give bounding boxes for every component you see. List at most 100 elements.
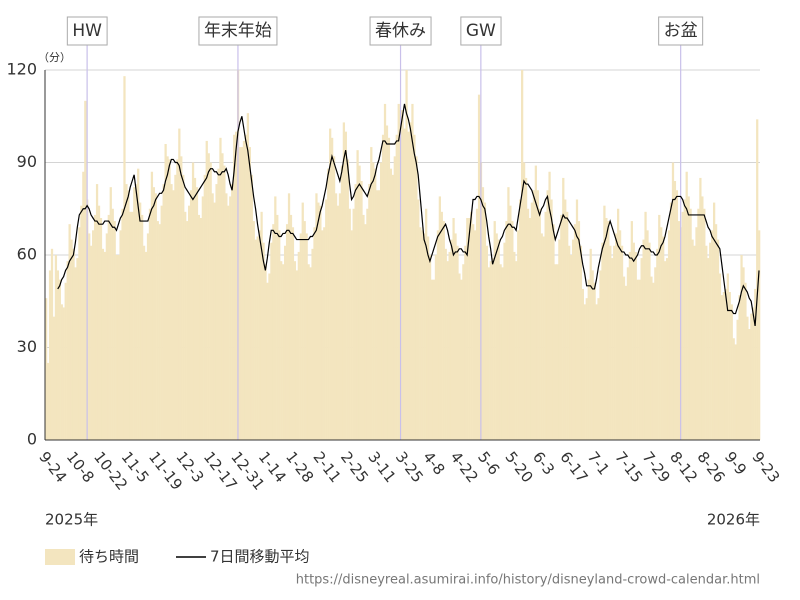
x-tick-label: 7-15 bbox=[611, 448, 646, 486]
bar bbox=[137, 168, 140, 440]
bar bbox=[650, 276, 653, 440]
legend-swatch bbox=[45, 549, 75, 565]
bar bbox=[750, 313, 753, 440]
bar bbox=[423, 233, 426, 440]
bar bbox=[121, 208, 124, 440]
annotation-box bbox=[369, 16, 432, 46]
bar bbox=[354, 184, 357, 440]
bar bbox=[197, 214, 201, 440]
bar bbox=[454, 233, 457, 440]
source-url: https://disneyreal.asumirai.info/history… bbox=[296, 573, 760, 588]
bar bbox=[309, 267, 312, 440]
bar bbox=[150, 171, 154, 440]
bar bbox=[225, 193, 228, 440]
bar bbox=[667, 230, 671, 440]
annotation-box bbox=[66, 16, 108, 46]
bar bbox=[511, 221, 514, 440]
bar bbox=[319, 205, 322, 440]
bar bbox=[170, 184, 173, 440]
bar bbox=[595, 304, 598, 440]
bar bbox=[577, 221, 581, 440]
bar bbox=[54, 255, 58, 440]
bar bbox=[475, 208, 479, 440]
bar bbox=[714, 224, 718, 440]
bar bbox=[756, 119, 759, 440]
bar bbox=[532, 190, 536, 440]
bar bbox=[140, 214, 144, 440]
bar bbox=[233, 134, 236, 440]
bar bbox=[246, 113, 250, 441]
bar bbox=[407, 131, 410, 440]
bar bbox=[491, 258, 494, 440]
bar bbox=[64, 282, 67, 440]
bar bbox=[131, 211, 134, 440]
bar bbox=[146, 233, 150, 440]
bar bbox=[728, 292, 731, 440]
bar bbox=[712, 202, 716, 440]
bar bbox=[303, 221, 306, 440]
bar bbox=[127, 190, 130, 440]
bar bbox=[538, 208, 541, 440]
bar bbox=[472, 224, 475, 440]
bar bbox=[266, 282, 269, 440]
bar bbox=[421, 230, 424, 440]
bar bbox=[207, 153, 210, 440]
bar bbox=[613, 245, 616, 440]
bar bbox=[268, 273, 271, 440]
bar bbox=[389, 168, 393, 440]
bar bbox=[489, 261, 492, 440]
bar bbox=[664, 261, 667, 440]
bar bbox=[671, 162, 675, 440]
bar bbox=[585, 298, 588, 440]
bar bbox=[397, 103, 400, 441]
bar bbox=[521, 70, 524, 440]
bar bbox=[620, 245, 624, 440]
bar bbox=[530, 202, 534, 440]
bar bbox=[568, 245, 571, 440]
bar bbox=[62, 307, 65, 440]
bar bbox=[362, 214, 365, 440]
bar bbox=[195, 187, 199, 440]
bar bbox=[115, 255, 118, 440]
bar bbox=[295, 270, 298, 440]
bar bbox=[754, 288, 757, 440]
bar bbox=[501, 267, 504, 440]
bar bbox=[366, 208, 369, 440]
x-tick-label: 3-25 bbox=[392, 448, 427, 486]
bar bbox=[154, 193, 157, 440]
bar bbox=[734, 344, 737, 440]
bar bbox=[327, 168, 330, 440]
bar bbox=[370, 147, 373, 441]
bar bbox=[393, 156, 396, 441]
bar bbox=[356, 150, 359, 440]
bar bbox=[507, 187, 510, 440]
bar bbox=[581, 288, 584, 440]
bar bbox=[48, 270, 52, 440]
bar bbox=[483, 202, 487, 440]
bar bbox=[123, 76, 126, 441]
bar bbox=[254, 239, 257, 440]
bar bbox=[338, 193, 342, 440]
bar bbox=[301, 202, 304, 440]
bar bbox=[571, 239, 575, 440]
bar bbox=[758, 230, 761, 440]
x-tick-label: 9-24 bbox=[35, 448, 70, 486]
bar bbox=[505, 221, 508, 440]
bar bbox=[50, 248, 54, 440]
bar bbox=[746, 316, 749, 440]
bar bbox=[487, 267, 490, 440]
bar bbox=[430, 279, 434, 440]
bar bbox=[628, 251, 632, 440]
bar bbox=[297, 251, 300, 440]
bar bbox=[515, 261, 518, 440]
bar bbox=[168, 159, 171, 440]
bar bbox=[536, 190, 539, 440]
bar bbox=[544, 211, 547, 440]
bar bbox=[280, 261, 283, 440]
bar bbox=[591, 270, 594, 440]
bar bbox=[481, 187, 485, 440]
bar bbox=[522, 162, 526, 440]
bar bbox=[499, 264, 502, 440]
bar bbox=[683, 199, 686, 440]
bar bbox=[105, 233, 108, 440]
